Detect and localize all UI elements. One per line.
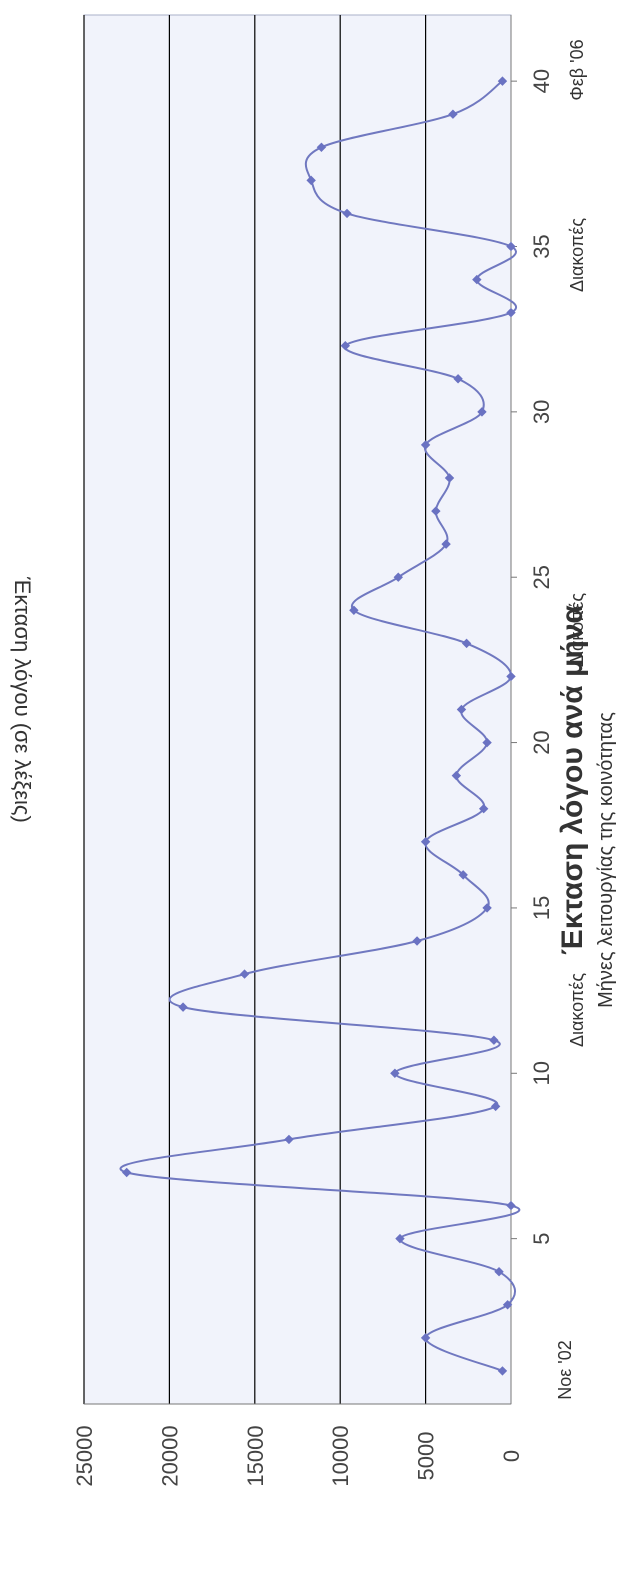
data-point [497,76,508,86]
annotation-holiday-2: Διακοπές [567,593,587,667]
x-tick-labels: 5 10 15 20 25 30 35 40 [511,69,554,1245]
data-point [456,704,467,715]
data-point [453,374,463,384]
plot-area [83,14,512,1405]
data-point [178,1002,188,1012]
data-point [121,1167,132,1178]
data-point [284,1134,294,1145]
data-point [349,605,359,615]
y-tick-label: 20000 [157,1425,182,1486]
x-tick-label: 15 [529,896,554,920]
data-point [420,837,431,847]
annotation-start-date: Νοε '02 [555,1340,575,1400]
data-point [502,1300,513,1310]
data-point [448,109,458,119]
data-point [497,1366,508,1376]
data-point [478,804,489,814]
data-point [506,1200,516,1211]
data-point [390,1068,400,1078]
data-point [451,770,462,781]
x-axis-label: Μήνες λειτουργίας της κοινότητας [595,712,617,1008]
data-point [340,341,351,351]
annotation-end-date: Φεβ '06 [567,39,587,100]
data-point [494,1267,504,1277]
data-point [393,572,403,582]
chart-title: Έκταση λόγου ανά μήνα [556,605,589,955]
y-tick-labels: 0 5000 10000 15000 20000 25000 [72,1425,524,1486]
y-tick-label: 10000 [328,1425,353,1486]
data-point [482,903,492,913]
x-tick-label: 25 [529,565,554,589]
data-point [420,1333,431,1343]
y-tick-label: 5000 [414,1432,439,1481]
data-point [431,506,441,516]
data-point [482,737,492,748]
data-point [489,1035,499,1045]
x-tick-label: 30 [529,400,554,424]
annotation-holiday-3: Διακοπές [567,218,587,292]
data-point [444,473,455,483]
data-point [412,936,422,946]
data-point [239,969,250,979]
x-tick-label: 20 [529,730,554,754]
y-axis-label: Έκταση λόγου (σε λέξεις) [10,576,35,823]
data-point [506,307,516,318]
x-tick-label: 40 [529,69,554,93]
data-point [458,870,468,880]
annotation-holiday-1: Διακοπές [567,973,587,1047]
x-tick-label: 10 [529,1061,554,1085]
data-point [477,407,487,417]
data-point [506,241,516,252]
data-point [472,274,482,285]
x-tick-label: 35 [529,234,554,258]
x-tick-label: 5 [529,1233,554,1245]
y-tick-label: 25000 [72,1425,97,1486]
data-point [441,539,451,549]
data-point [395,1233,405,1244]
marker-layer [121,76,516,1376]
annotations: Νοε '02 Διακοπές Διακοπές Διακοπές Φεβ '… [555,39,587,1399]
data-point [342,208,352,219]
data-point [306,175,316,186]
y-tick-label: 0 [499,1450,524,1462]
data-point [420,440,431,450]
grid-layer [83,15,427,1404]
y-tick-label: 15000 [243,1425,268,1486]
data-point [490,1101,501,1112]
data-point [461,638,472,649]
data-point [316,142,327,152]
data-point [506,671,516,682]
